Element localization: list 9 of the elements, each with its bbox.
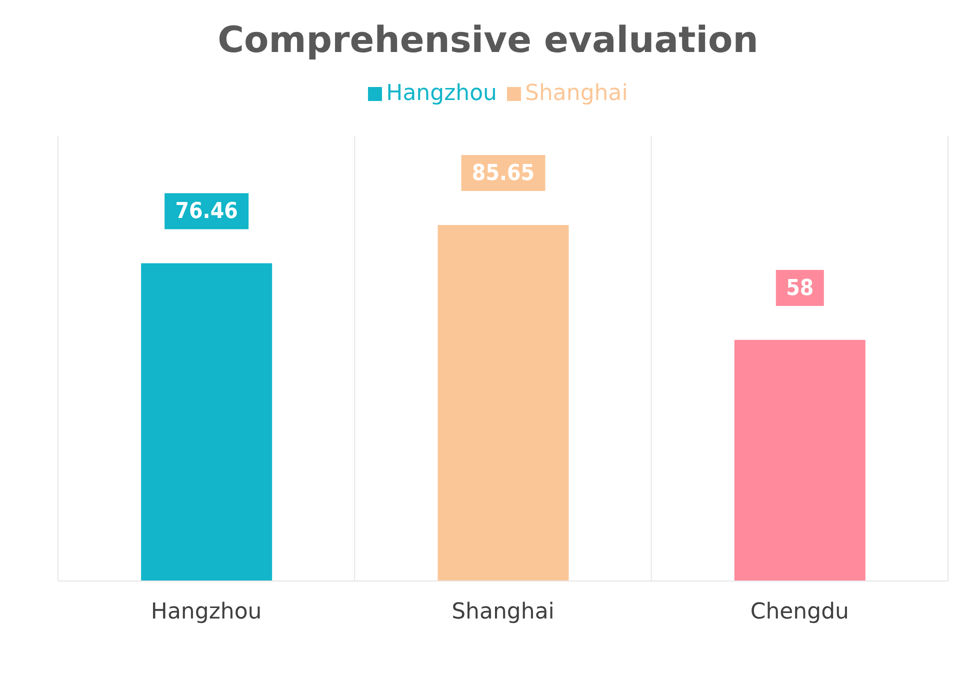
data-label: 85.65 (472, 161, 535, 186)
x-tick-label: Shanghai (452, 600, 554, 625)
legend-label: Hangzhou (386, 81, 497, 106)
x-tick-label: Chengdu (750, 600, 849, 625)
chart-title: Comprehensive evaluation (216, 20, 760, 61)
legend-label: Shanghai (524, 81, 628, 106)
x-tick-label: Hangzhou (150, 600, 262, 625)
data-label: 58 (786, 276, 814, 301)
data-label: 76.46 (175, 199, 238, 224)
